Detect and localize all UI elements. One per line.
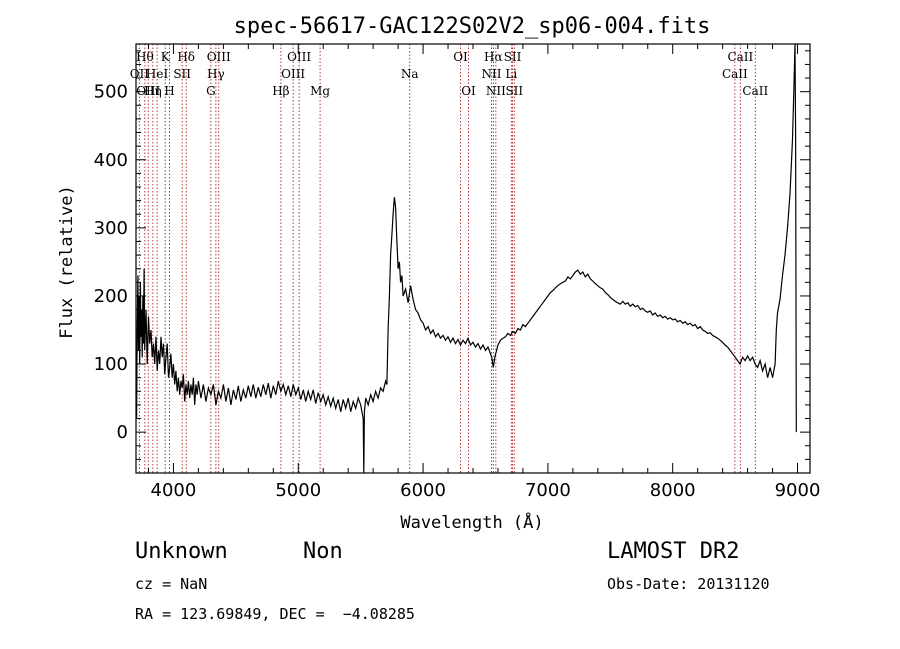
spectral-line-label: Na [401,67,419,81]
spectral-line-label: G [206,84,216,98]
spectral-line-label: SII [504,50,522,64]
spectral-line-label: NII [481,67,501,81]
spectral-line-labels: OIIHθOIIIHηHeIKHSIIHδGHγOIIIHβOIIIOIIIMg… [130,50,769,98]
observation-date: Obs-Date: 20131120 [607,575,770,593]
spectral-line-label: Hγ [207,67,225,81]
y-tick-label: 100 [94,354,128,375]
spectral-line-label: Mg [310,84,330,98]
spectral-line-label: Li [505,67,517,81]
spectral-line-label: CaII [727,50,753,64]
spectral-line-label: SII [505,84,523,98]
x-tick-label: 6000 [400,480,446,501]
spectral-line-label: CaII [742,84,768,98]
x-tick-label: 7000 [525,480,571,501]
x-tick-label: 8000 [650,480,696,501]
y-tick-label: 300 [94,218,128,239]
y-axis-label: Flux (relative) [57,185,77,339]
y-tick-label: 400 [94,150,128,171]
spectral-line-label: OI [453,50,468,64]
spectral-line-label: OIII [136,84,160,98]
spectral-line-label: Hη [144,84,162,98]
spectral-line-label: OIII [287,50,311,64]
spectral-line-label: Hα [484,50,503,64]
plot-frame [135,43,811,474]
coordinates: RA = 123.69849, DEC = −4.08285 [135,605,415,623]
y-tick-label: 500 [94,82,128,103]
spectral-line-label: H [164,84,174,98]
object-class: Unknown [135,539,228,564]
x-axis-ticks: 4000 5000 6000 7000 8000 9000 [147,44,821,501]
x-tick-label: 4000 [151,480,197,501]
x-tick-label: 9000 [775,480,821,501]
spectral-line-label: NII [486,84,506,98]
spectral-line-label: SII [173,67,191,81]
spectral-line-label: Hδ [177,50,195,64]
x-tick-label: 5000 [275,480,321,501]
y-tick-label: 0 [117,422,128,443]
spectral-line-label: OI [461,84,476,98]
spectral-line-label: OII [130,67,150,81]
chart-title: spec-56617-GAC122S02V2_sp06-004.fits [234,14,711,39]
spectral-line-label: Hθ [136,50,154,64]
spectrum-curve [135,43,797,474]
survey-name: LAMOST DR2 [607,539,740,564]
spectral-line-label: Hβ [272,84,289,98]
spectral-line-label: OIII [207,50,231,64]
redshift-cz: cz = NaN [135,575,208,593]
spectral-line-markers [138,44,756,473]
y-tick-label: 200 [94,286,128,307]
object-subclass: Non [303,539,343,564]
y-axis-ticks: 0 100 200 300 400 500 [94,50,810,474]
spectral-line-label: CaII [722,67,748,81]
spectral-line-label: K [161,50,171,64]
spectral-line-label: HeI [146,67,169,81]
spectral-line-label: OIII [281,67,305,81]
x-axis-label: Wavelength (Å) [400,511,543,533]
